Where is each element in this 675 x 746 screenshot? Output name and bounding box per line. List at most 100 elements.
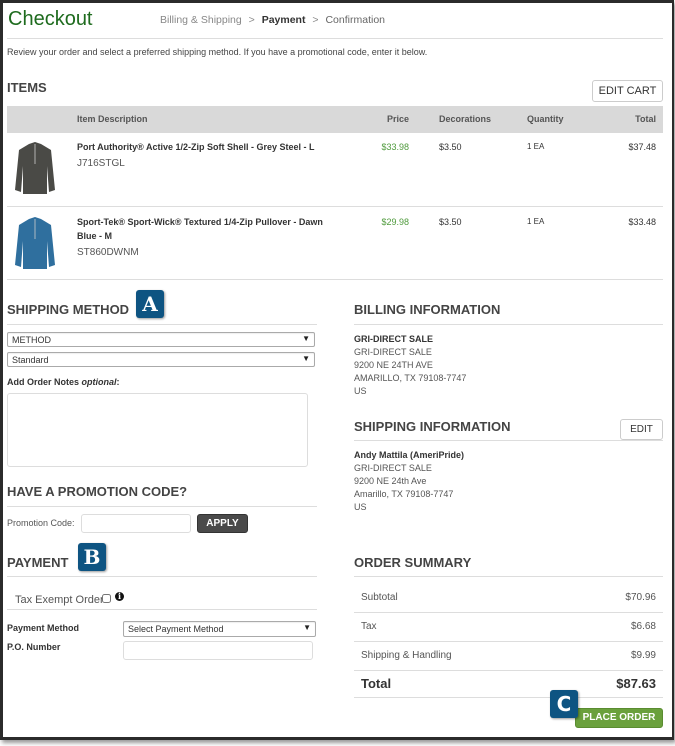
col-decorations: Decorations	[439, 114, 492, 124]
po-number-label: P.O. Number	[7, 642, 61, 652]
address-line: Andy Mattila (AmeriPride)	[354, 450, 465, 460]
item-sku: ST860DWNM	[77, 247, 139, 258]
summary-value: $70.96	[625, 592, 656, 603]
tax-exempt-checkbox[interactable]	[102, 594, 111, 603]
shipping-address: Andy Mattila (AmeriPride) GRI-DIRECT SALE…	[354, 449, 464, 514]
summary-value: $9.99	[630, 650, 656, 661]
summary-label: Subtotal	[361, 592, 398, 603]
address-line: GRI-DIRECT SALE	[354, 347, 432, 357]
edit-shipping-button[interactable]: EDIT	[620, 419, 663, 440]
breadcrumb-payment: Payment	[261, 14, 306, 26]
item-name: Sport-Tek® Sport-Wick® Textured 1/4-Zip …	[77, 217, 323, 227]
table-row: Port Authority® Active 1/2-Zip Soft Shel…	[7, 132, 663, 206]
item-total: $33.48	[628, 217, 656, 227]
summary-label: Tax	[361, 621, 377, 632]
divider	[354, 324, 663, 325]
divider	[7, 576, 317, 577]
dropdown-arrow-icon: ▼	[303, 623, 311, 632]
divider	[354, 697, 663, 698]
po-number-input[interactable]	[123, 641, 313, 660]
address-line: Amarillo, TX 79108-7747	[354, 489, 454, 499]
breadcrumb-separator: >	[248, 14, 255, 26]
breadcrumb-billing[interactable]: Billing & Shipping	[160, 14, 242, 26]
shipping-info-heading: SHIPPING INFORMATION	[354, 419, 511, 434]
address-line: AMARILLO, TX 79108-7747	[354, 373, 467, 383]
summary-value: $6.68	[630, 621, 656, 632]
item-price: $33.98	[381, 142, 409, 152]
label-colon: :	[116, 377, 120, 387]
product-image	[13, 140, 57, 196]
divider	[7, 324, 317, 325]
address-line: GRI-DIRECT SALE	[354, 463, 432, 473]
item-name-continued: Blue - M	[77, 231, 112, 241]
callout-badge-b: B	[78, 543, 106, 571]
col-total: Total	[635, 114, 656, 124]
select-value: Standard	[12, 355, 49, 365]
address-line: 9200 NE 24th Ave	[354, 476, 427, 486]
table-header: Item Description Price Decorations Quant…	[7, 106, 663, 133]
item-total: $37.48	[628, 142, 656, 152]
address-line: 9200 NE 24TH AVE	[354, 360, 433, 370]
dropdown-arrow-icon: ▼	[302, 354, 310, 363]
item-sku: J716STGL	[77, 158, 125, 169]
divider	[354, 670, 663, 671]
divider	[7, 279, 663, 280]
callout-badge-a: A	[136, 290, 164, 318]
tax-exempt-label: Tax Exempt Order	[15, 594, 104, 606]
divider	[7, 506, 317, 507]
table-row: Sport-Tek® Sport-Wick® Textured 1/4-Zip …	[7, 207, 663, 281]
product-image	[13, 215, 57, 271]
shipping-method-select[interactable]: METHOD ▼	[7, 332, 315, 347]
select-value: METHOD	[12, 335, 51, 345]
order-notes-label: Add Order Notes optional:	[7, 377, 120, 387]
place-order-button[interactable]: PLACE ORDER	[575, 708, 663, 728]
total-value: $87.63	[616, 676, 656, 691]
divider	[354, 440, 663, 441]
divider	[354, 641, 663, 642]
intro-text: Review your order and select a preferred…	[7, 47, 428, 57]
item-price: $29.98	[381, 217, 409, 227]
item-name: Port Authority® Active 1/2-Zip Soft Shel…	[77, 142, 315, 152]
item-quantity: 1 EA	[527, 142, 545, 151]
item-decorations: $3.50	[439, 217, 462, 227]
billing-address: GRI-DIRECT SALE GRI-DIRECT SALE 9200 NE 24…	[354, 333, 466, 398]
divider	[354, 576, 663, 577]
address-line: US	[354, 502, 367, 512]
item-decorations: $3.50	[439, 142, 462, 152]
item-quantity: 1 EA	[527, 217, 545, 226]
breadcrumb-separator: >	[312, 14, 319, 26]
items-heading: ITEMS	[7, 80, 47, 95]
billing-heading: BILLING INFORMATION	[354, 302, 501, 317]
dropdown-arrow-icon: ▼	[302, 334, 310, 343]
apply-button[interactable]: APPLY	[197, 514, 248, 533]
promotion-heading: HAVE A PROMOTION CODE?	[7, 484, 188, 499]
col-price: Price	[386, 114, 409, 124]
divider	[7, 206, 663, 207]
total-label: Total	[361, 676, 392, 691]
shipping-method-heading: SHIPPING METHOD	[7, 302, 130, 317]
payment-method-label: Payment Method	[7, 623, 80, 633]
promotion-code-input[interactable]	[81, 514, 191, 533]
col-description: Item Description	[77, 114, 148, 124]
edit-cart-button[interactable]: EDIT CART	[592, 80, 663, 102]
summary-label: Shipping & Handling	[361, 650, 452, 661]
page-title: Checkout	[8, 8, 93, 30]
payment-method-select[interactable]: Select Payment Method ▼	[123, 621, 316, 637]
optional-text: optional	[81, 377, 117, 387]
callout-badge-c: C	[550, 690, 578, 718]
breadcrumb: Billing & Shipping > Payment > Confirmat…	[160, 14, 385, 26]
select-value: Select Payment Method	[128, 624, 224, 634]
divider	[7, 609, 317, 610]
order-summary-heading: ORDER SUMMARY	[354, 555, 472, 570]
shipping-speed-select[interactable]: Standard ▼	[7, 352, 315, 367]
address-line: GRI-DIRECT SALE	[354, 334, 434, 344]
info-icon[interactable]: i	[115, 592, 124, 601]
label-text: Add Order Notes	[7, 377, 80, 387]
breadcrumb-confirmation: Confirmation	[325, 14, 385, 26]
payment-heading: PAYMENT	[7, 555, 69, 570]
divider	[354, 612, 663, 613]
divider	[7, 38, 663, 39]
order-notes-textarea[interactable]	[7, 393, 308, 467]
address-line: US	[354, 386, 367, 396]
